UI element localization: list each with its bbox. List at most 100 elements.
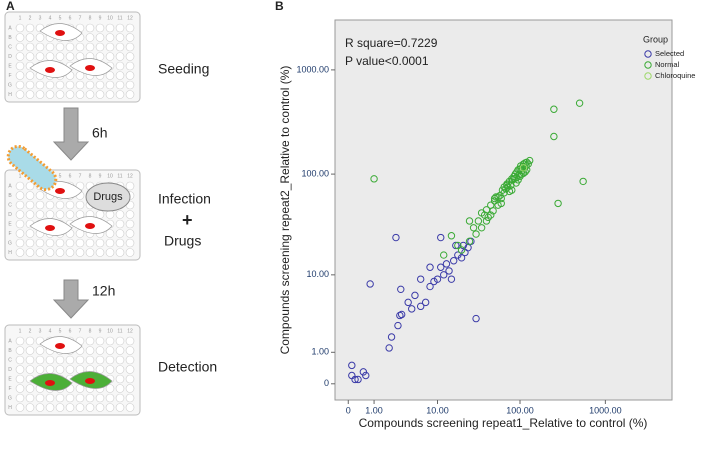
well (115, 210, 125, 219)
virus (6, 144, 58, 192)
well (45, 248, 55, 257)
plate-row: A (8, 25, 12, 31)
well (45, 42, 55, 52)
point (426, 263, 434, 271)
well (15, 365, 25, 374)
step-label: Seeding (158, 61, 209, 77)
well (95, 355, 105, 365)
drug-bubble-label: Drugs (93, 191, 123, 203)
well (25, 33, 35, 42)
plate-column: 5 (59, 328, 62, 334)
well (65, 210, 75, 219)
point (452, 241, 460, 250)
plate-row: C (8, 202, 12, 208)
annotation: P value<0.0001 (345, 54, 429, 68)
well (115, 52, 125, 61)
well (95, 403, 105, 412)
well (15, 229, 25, 238)
legend-marker (644, 72, 652, 80)
point (465, 217, 474, 225)
well (25, 403, 35, 412)
plate-row: C (8, 357, 12, 363)
well (35, 33, 45, 42)
point (440, 251, 448, 259)
well (85, 80, 95, 90)
well (55, 393, 65, 403)
plate-column: 2 (29, 328, 32, 334)
well (45, 365, 55, 374)
point (521, 168, 529, 176)
nucleus (85, 378, 95, 384)
point (354, 375, 362, 384)
well (125, 181, 135, 191)
well (65, 355, 75, 365)
well (25, 238, 35, 248)
well (35, 200, 45, 210)
well (35, 403, 45, 412)
plate-column: 3 (39, 328, 42, 334)
well (125, 229, 135, 238)
well (65, 365, 75, 374)
well (105, 229, 115, 238)
drug-bubble (85, 182, 131, 212)
point (445, 267, 453, 275)
point (472, 230, 480, 238)
plate-row: B (8, 35, 12, 41)
point (447, 275, 456, 283)
point (394, 321, 402, 330)
well (35, 248, 45, 257)
point (433, 275, 442, 283)
well (15, 355, 25, 365)
point (472, 314, 480, 323)
well (125, 393, 135, 403)
well (25, 80, 35, 90)
legend-label: Normal (655, 60, 680, 69)
well (115, 219, 125, 229)
plate-column: 9 (99, 328, 102, 334)
plate-row: F (8, 73, 11, 79)
plate-column: 3 (39, 15, 42, 21)
well (85, 248, 95, 257)
well (105, 210, 115, 219)
x-tick-label: 100.00 (506, 405, 534, 415)
well (75, 238, 85, 248)
plate-column: 9 (99, 15, 102, 21)
plate-row: H (8, 250, 12, 256)
well (25, 42, 35, 52)
arrow (52, 107, 90, 161)
well (85, 346, 95, 355)
well (75, 403, 85, 412)
well (15, 403, 25, 412)
well (115, 346, 125, 355)
plate-row: D (8, 54, 12, 60)
well (105, 33, 115, 42)
well (125, 238, 135, 248)
well (15, 23, 25, 33)
plate-row: D (8, 212, 12, 218)
plate-row: A (8, 183, 12, 189)
point (477, 209, 486, 217)
point (550, 105, 558, 113)
nucleus (85, 223, 95, 229)
well (115, 90, 125, 99)
y-tick-label: 1.00 (311, 347, 329, 357)
step-label: Detection (158, 359, 217, 375)
plate-column: 5 (59, 173, 62, 179)
well (125, 219, 135, 229)
well (75, 355, 85, 365)
plate-row: F (8, 231, 11, 237)
well (105, 248, 115, 257)
well (105, 355, 115, 365)
well (115, 365, 125, 374)
point (396, 311, 404, 320)
well (35, 52, 45, 61)
well (55, 238, 65, 248)
plate-column: 8 (89, 173, 92, 179)
well (125, 210, 135, 219)
well (65, 393, 75, 403)
plate-row: H (8, 92, 12, 98)
well (25, 23, 35, 33)
well (15, 181, 25, 191)
well (115, 393, 125, 403)
point (408, 305, 416, 313)
